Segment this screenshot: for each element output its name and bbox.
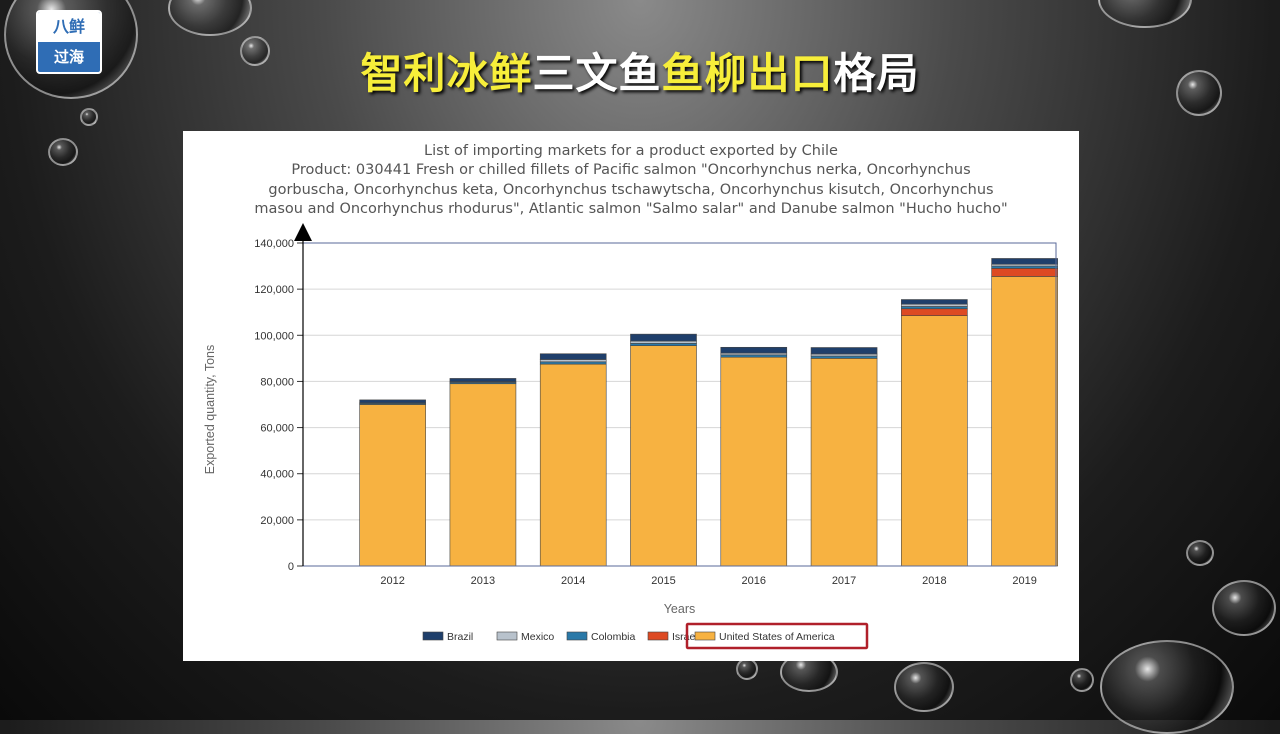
y-axis-arrow (294, 223, 312, 241)
legend-swatch (648, 632, 668, 640)
legend-label: Brazil (447, 631, 473, 643)
title-part-1: 智利冰鲜 (360, 49, 532, 98)
bar-segment-brazil (992, 258, 1058, 264)
title-part-2: 三文鱼 (532, 49, 661, 98)
y-tick-label: 20,000 (260, 515, 294, 527)
x-tick-label: 2017 (832, 575, 856, 587)
y-tick-label: 60,000 (260, 423, 294, 435)
bar-segment-mexico (901, 304, 967, 306)
water-bubble (1186, 540, 1214, 566)
x-axis-ticks: 2012 2013 2014 2015 2016 2017 2018 2019 (380, 575, 1036, 587)
chart-legend: Brazil Mexico Colombia Israel United States … (423, 624, 867, 648)
legend-label: Israel (672, 631, 698, 643)
y-tick-label: 0 (288, 561, 294, 573)
bar-segment-united-states-of-america (360, 405, 426, 567)
bar-segment-colombia (540, 362, 606, 364)
y-tick-label: 40,000 (260, 469, 294, 481)
y-tick-label: 100,000 (254, 330, 294, 342)
y-axis-ticks: 0 20,000 40,000 60,000 80,000 100,000 120,000 1… (254, 238, 303, 573)
chart-title-line: List of importing markets for a product … (424, 143, 838, 159)
bar-segment-united-states-of-america (630, 346, 696, 566)
bar-segment-brazil (721, 347, 787, 353)
y-tick-label: 120,000 (254, 284, 294, 296)
water-bubble (1098, 0, 1192, 28)
water-bubble (48, 138, 78, 166)
bar-segment-colombia (901, 306, 967, 308)
bar-segment-brazil (360, 400, 426, 403)
bar-segment-united-states-of-america (450, 384, 516, 566)
legend-swatch (497, 632, 517, 640)
bar-segment-mexico (540, 360, 606, 362)
x-tick-label: 2014 (561, 575, 585, 587)
title-part-3: 鱼柳出口 (662, 49, 834, 98)
x-tick-label: 2018 (922, 575, 946, 587)
water-bubble (168, 0, 252, 36)
legend-label: Colombia (591, 631, 636, 643)
bar-segment-colombia (992, 266, 1058, 268)
bar-segment-united-states-of-america (540, 364, 606, 566)
y-axis-title: Exported quantity, Tons (203, 345, 217, 474)
chart-title-line: Product: 030441 Fresh or chilled fillets… (291, 162, 970, 178)
x-tick-label: 2012 (380, 575, 404, 587)
bar-segment-israel (901, 309, 967, 316)
bar-segment-brazil (540, 354, 606, 360)
logo-top-text: 八鲜 (38, 12, 100, 42)
legend-swatch (695, 632, 715, 640)
bar-segment-brazil (901, 300, 967, 305)
y-tick-label: 80,000 (260, 376, 294, 388)
legend-label: Mexico (521, 631, 554, 643)
bar-segment-mexico (811, 354, 877, 356)
bar-segment-brazil (450, 378, 516, 381)
bar-segment-united-states-of-america (721, 357, 787, 566)
water-bubble (894, 662, 954, 712)
legend-label: United States of America (719, 631, 835, 643)
water-bubble (80, 108, 98, 126)
bar-segment-united-states-of-america (992, 276, 1058, 566)
slide-title: 智利冰鲜三文鱼鱼柳出口格局 (0, 40, 1280, 101)
chart-title-line: gorbuscha, Oncorhynchus keta, Oncorhynch… (268, 182, 993, 198)
title-part-4: 格局 (834, 49, 920, 98)
bar-segment-brazil (811, 348, 877, 354)
x-tick-label: 2016 (742, 575, 766, 587)
legend-swatch (567, 632, 587, 640)
bar-segment-colombia (630, 343, 696, 345)
chart-title-line: masou and Oncorhynchus rhodurus", Atlant… (254, 201, 1007, 217)
bar-segment-israel (992, 268, 1058, 276)
bar-segment-colombia (721, 355, 787, 357)
stacked-bar-chart: List of importing markets for a product … (183, 131, 1079, 661)
x-tick-label: 2015 (651, 575, 675, 587)
x-tick-label: 2019 (1012, 575, 1036, 587)
bar-segment-united-states-of-america (811, 358, 877, 566)
y-tick-label: 140,000 (254, 238, 294, 250)
bar-segment-mexico (630, 341, 696, 343)
water-bubble (1212, 580, 1276, 636)
chart-panel: List of importing markets for a product … (183, 131, 1079, 661)
legend-swatch (423, 632, 443, 640)
bar-segment-colombia (811, 356, 877, 358)
x-axis-title: Years (664, 602, 696, 616)
x-tick-label: 2013 (471, 575, 495, 587)
chart-title: List of importing markets for a product … (254, 143, 1007, 217)
bar-segment-brazil (630, 334, 696, 341)
water-bubble (1070, 668, 1094, 692)
water-bubble (736, 658, 758, 680)
bar-segment-united-states-of-america (901, 316, 967, 566)
